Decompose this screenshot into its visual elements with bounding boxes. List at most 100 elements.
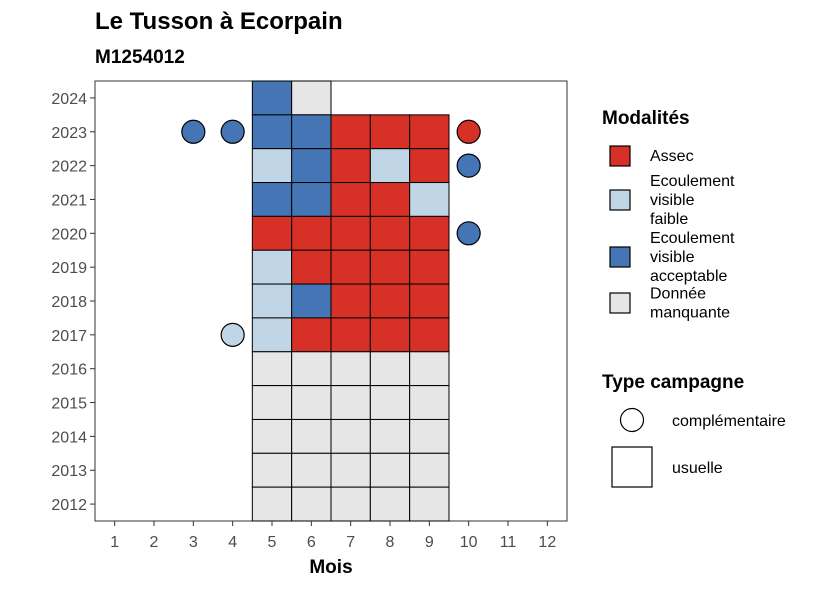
y-tick-label: 2018 bbox=[51, 294, 87, 311]
legend-label-faible: visible bbox=[650, 192, 695, 209]
tile-2016-5 bbox=[251, 351, 293, 387]
legend-type-campagne: Type campagne complémentaire usuelle bbox=[602, 372, 786, 488]
tile-2018-9 bbox=[409, 283, 450, 319]
y-tick-label: 2013 bbox=[51, 463, 87, 480]
tile-2014-6 bbox=[291, 418, 332, 454]
tile-2016-6 bbox=[291, 351, 332, 387]
tile-2012-7 bbox=[330, 486, 371, 522]
point-2023-4 bbox=[220, 119, 245, 144]
legend-label-complementaire: complémentaire bbox=[672, 413, 786, 430]
legend-key-assec bbox=[609, 145, 631, 167]
tile-2022-5 bbox=[251, 148, 293, 184]
tile-2017-7 bbox=[330, 317, 371, 353]
x-tick-label: 4 bbox=[228, 534, 237, 551]
legend-label-faible: Ecoulement bbox=[650, 173, 735, 190]
y-tick-label: 2019 bbox=[51, 260, 87, 277]
y-tick-label: 2022 bbox=[51, 159, 87, 176]
y-tick-label: 2015 bbox=[51, 396, 87, 413]
x-axis: 1 2 3 4 5 6 7 8 9 10 11 12 bbox=[110, 521, 556, 551]
y-tick-label: 2023 bbox=[51, 125, 87, 142]
tile-2019-7 bbox=[330, 249, 371, 285]
tile-2013-9 bbox=[409, 452, 450, 488]
y-tick-label: 2021 bbox=[51, 192, 87, 209]
tile-2018-5 bbox=[251, 283, 293, 319]
tile-2015-9 bbox=[409, 385, 450, 420]
y-tick-label: 2017 bbox=[51, 328, 87, 345]
tile-2024-6 bbox=[291, 80, 332, 116]
tile-2012-5 bbox=[251, 486, 293, 522]
tile-2020-7 bbox=[330, 215, 371, 251]
legend-key-usuelle bbox=[611, 446, 653, 488]
tile-2018-7 bbox=[330, 283, 371, 319]
tile-2017-5 bbox=[251, 317, 293, 353]
x-tick-label: 7 bbox=[346, 534, 355, 551]
tile-2022-7 bbox=[330, 148, 371, 184]
chart-subtitle: M1254012 bbox=[95, 47, 185, 68]
tile-2019-5 bbox=[251, 249, 293, 285]
point-2023-3 bbox=[181, 119, 206, 144]
tile-2019-6 bbox=[291, 249, 332, 285]
tile-2021-8 bbox=[369, 182, 411, 217]
tile-2016-7 bbox=[330, 351, 371, 387]
point-2017-4 bbox=[220, 322, 245, 347]
tile-2020-9 bbox=[409, 215, 450, 251]
x-tick-label: 2 bbox=[150, 534, 159, 551]
tile-2023-5 bbox=[251, 114, 293, 150]
y-tick-label: 2016 bbox=[51, 362, 87, 379]
x-tick-label: 10 bbox=[460, 534, 478, 551]
y-axis: 2012 2013 2014 2015 2016 2017 2018 2019 2020 2021… bbox=[51, 91, 95, 514]
tile-2014-7 bbox=[330, 418, 371, 454]
tile-2015-7 bbox=[330, 385, 371, 420]
tile-2017-8 bbox=[369, 317, 411, 353]
tile-2023-9 bbox=[409, 114, 450, 150]
legend-label-manquante: Donnée bbox=[650, 286, 706, 303]
legend-label-manquante: manquante bbox=[650, 305, 730, 322]
legend-campagne-title: Type campagne bbox=[602, 372, 744, 393]
tile-2018-8 bbox=[369, 283, 411, 319]
legend-modalites-title: Modalités bbox=[602, 108, 690, 129]
tile-2022-8 bbox=[369, 148, 411, 184]
tile-2019-9 bbox=[409, 249, 450, 285]
x-tick-label: 3 bbox=[189, 534, 198, 551]
tile-2017-9 bbox=[409, 317, 450, 353]
x-tick-label: 5 bbox=[268, 534, 277, 551]
tile-2018-6 bbox=[291, 283, 332, 319]
y-tick-label: 2024 bbox=[51, 91, 87, 108]
x-tick-label: 9 bbox=[425, 534, 434, 551]
tile-2012-6 bbox=[291, 486, 332, 522]
tile-2012-9 bbox=[409, 486, 450, 522]
legend-modalites: Modalités Assec Ecoulement visible faible Ec… bbox=[602, 108, 735, 322]
y-tick-label: 2014 bbox=[51, 429, 87, 446]
tile-2021-5 bbox=[251, 182, 293, 217]
tile-2012-8 bbox=[369, 486, 411, 522]
x-tick-label: 1 bbox=[110, 534, 119, 551]
tile-2020-8 bbox=[369, 215, 411, 251]
tile-2014-5 bbox=[251, 418, 293, 454]
legend-label-assec: Assec bbox=[650, 148, 694, 165]
plot-area bbox=[94, 80, 568, 522]
chart-title: Le Tusson à Ecorpain bbox=[95, 8, 343, 35]
legend-label-faible: faible bbox=[650, 211, 688, 228]
tile-2016-9 bbox=[409, 351, 450, 387]
tile-2013-6 bbox=[291, 452, 332, 488]
legend-key-complementaire bbox=[619, 407, 645, 433]
legend-key-manquante bbox=[609, 292, 631, 314]
tile-2016-8 bbox=[369, 351, 411, 387]
tile-2024-5 bbox=[251, 80, 293, 116]
legend-key-faible bbox=[609, 189, 631, 211]
tile-2015-8 bbox=[369, 385, 411, 420]
tile-2017-6 bbox=[291, 317, 332, 353]
tile-2022-9 bbox=[409, 148, 450, 184]
tile-2015-5 bbox=[251, 385, 293, 420]
y-tick-label: 2020 bbox=[51, 226, 87, 243]
tile-2013-8 bbox=[369, 452, 411, 488]
tile-2022-6 bbox=[291, 148, 332, 184]
point-2020-10 bbox=[456, 221, 481, 246]
tile-2019-8 bbox=[369, 249, 411, 285]
tile-2020-6 bbox=[291, 215, 332, 251]
legend-label-acceptable: acceptable bbox=[650, 268, 727, 285]
x-tick-label: 11 bbox=[500, 534, 517, 551]
legend-label-acceptable: visible bbox=[650, 249, 695, 266]
x-tick-label: 8 bbox=[386, 534, 395, 551]
